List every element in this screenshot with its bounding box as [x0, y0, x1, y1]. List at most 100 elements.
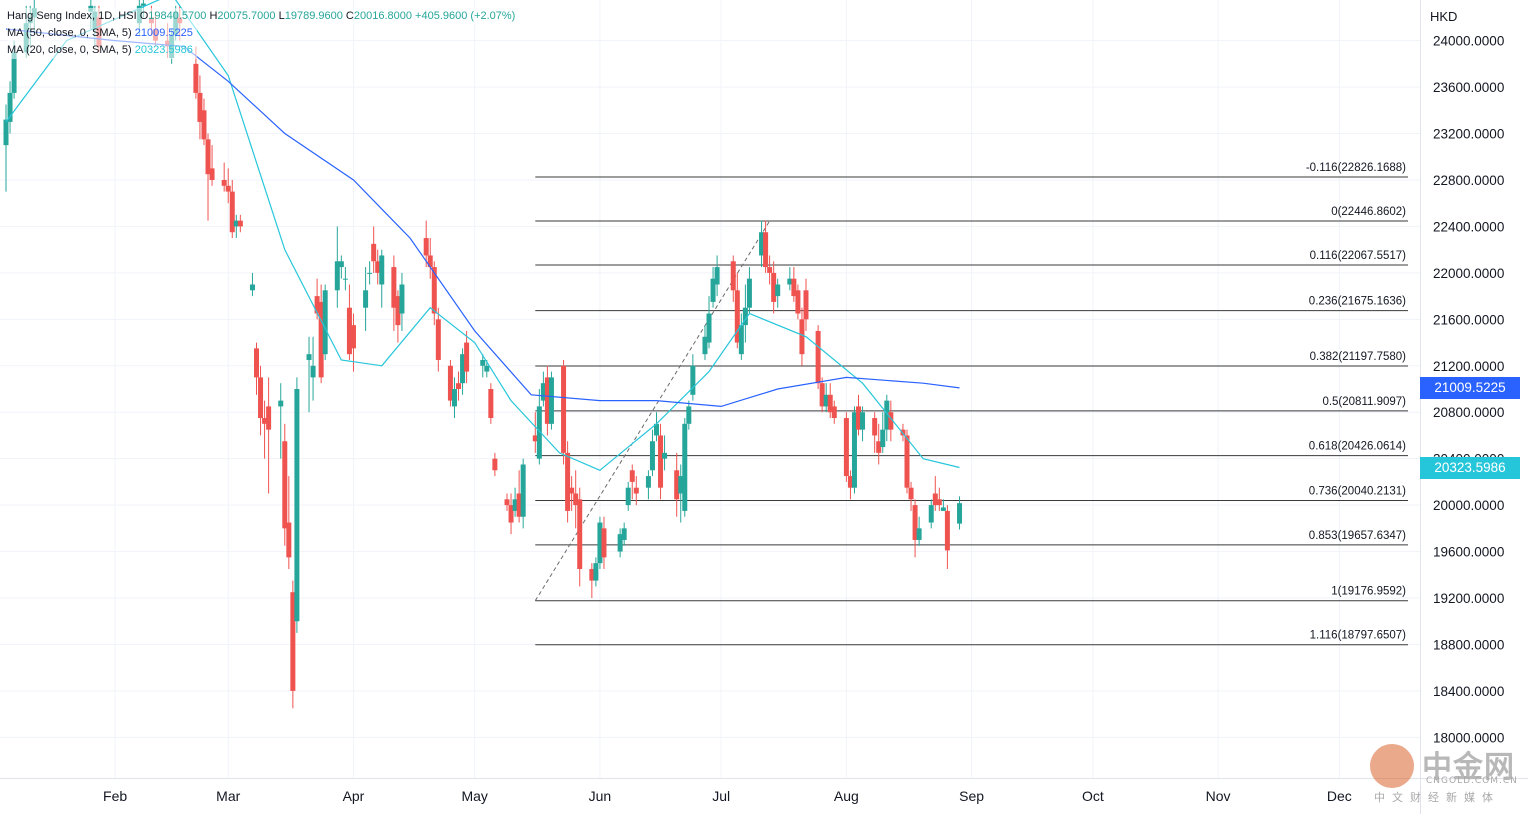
candle-body — [803, 290, 809, 320]
candle-body — [617, 534, 623, 552]
candle-body — [662, 452, 668, 459]
y-tick-label: 19200.0000 — [1433, 591, 1504, 606]
candle-body — [843, 418, 849, 477]
watermark-logo: 中金网 CNGOLD.COM.CN 中文财经新媒体 — [1370, 742, 1520, 804]
fib-level-label: -0.116(22826.1688) — [1306, 162, 1406, 174]
candle-body — [427, 255, 433, 268]
candle-body — [520, 464, 526, 517]
candle-body — [262, 418, 268, 424]
x-tick-label: Oct — [1082, 788, 1104, 804]
candle-body — [11, 52, 17, 93]
legend-ma50[interactable]: MA (50, close, 0, SMA, 5) 21009.5225 — [7, 25, 197, 42]
candle-body — [431, 267, 437, 314]
candle-body — [658, 435, 664, 488]
fibonacci-retracement[interactable]: -0.116(22826.1688) 0(22446.8602) 0.116(220… — [534, 162, 1408, 646]
candle-body — [738, 325, 744, 355]
candle-body — [573, 493, 579, 506]
candle-body — [884, 400, 890, 430]
candle-body — [334, 261, 340, 291]
candle-body — [229, 191, 235, 233]
candle-body — [819, 383, 825, 407]
candle-body — [447, 365, 453, 401]
candle-body — [371, 243, 377, 262]
candle-body — [880, 429, 886, 448]
y-tick-label: 21200.0000 — [1433, 359, 1504, 374]
candle-body — [193, 63, 199, 93]
fib-level-label: 0.853(19657.6347) — [1309, 530, 1406, 542]
grid-lines — [0, 0, 1420, 778]
candle-body — [734, 290, 740, 343]
legend-main-series[interactable]: Hang Seng Index, 1D, HSI O19840.5700 H20… — [7, 8, 520, 25]
candle-body — [488, 389, 494, 419]
logo-icon — [1370, 744, 1414, 788]
candle-body — [714, 267, 720, 285]
ma50-price-tag: 21009.5225 — [1420, 376, 1520, 399]
candle-body — [775, 284, 781, 297]
candle-body — [645, 476, 651, 488]
candle-body — [197, 92, 203, 122]
ma50-value: 21009.5225 — [134, 27, 193, 39]
candle-body — [888, 412, 894, 430]
candle-body — [460, 354, 466, 384]
ma20-value: 20323.5986 — [134, 44, 193, 56]
candle-body — [548, 377, 554, 424]
close-value: 20016.8000 — [353, 10, 412, 22]
candle-body — [516, 493, 522, 517]
candle-body — [872, 418, 878, 436]
candle-body — [504, 499, 510, 506]
fib-trend-line — [534, 220, 771, 601]
y-tick-label: 22400.0000 — [1433, 219, 1504, 234]
candle-body — [205, 139, 211, 175]
candle-body — [258, 377, 264, 419]
candle-body — [508, 505, 514, 523]
y-tick-label: 20000.0000 — [1433, 498, 1504, 513]
candle-body — [593, 563, 599, 581]
candle-body — [653, 423, 659, 436]
candle-body — [565, 452, 571, 511]
candle-body — [233, 220, 239, 227]
candle-body — [306, 354, 312, 360]
candle-body — [706, 313, 712, 343]
candle-body — [771, 272, 777, 302]
y-tick-label: 18000.0000 — [1433, 730, 1504, 745]
candle-body — [936, 499, 942, 506]
candle-body — [221, 179, 227, 186]
candle-body — [375, 261, 381, 273]
candle-body — [916, 528, 922, 540]
candle-body — [338, 261, 344, 268]
y-tick-label: 19600.0000 — [1433, 545, 1504, 560]
candle-body — [686, 406, 692, 424]
watermark-url: CNGOLD.COM.CN — [1426, 776, 1518, 786]
candle-body — [435, 319, 441, 360]
fib-level-label: 0.382(21197.7580) — [1310, 351, 1407, 363]
y-tick-label: 22000.0000 — [1433, 266, 1504, 281]
candle-body — [140, 3, 146, 6]
candle-body — [346, 307, 352, 355]
candle-body — [254, 348, 260, 378]
x-tick-label: Sep — [959, 788, 984, 804]
candle-body — [799, 319, 805, 355]
candle-body — [294, 389, 300, 622]
open-label: O — [139, 10, 149, 22]
candle-body — [577, 499, 583, 569]
ma50-line — [5, 28, 960, 408]
candle-body — [860, 412, 866, 430]
legend-ma20[interactable]: MA (20, close, 0, SMA, 5) 20323.5986 — [7, 42, 197, 59]
y-tick-label: 22800.0000 — [1433, 173, 1504, 188]
y-tick-label: 18800.0000 — [1433, 637, 1504, 652]
low-label: L — [278, 10, 285, 22]
candle-body — [742, 307, 748, 326]
candle-body — [876, 441, 882, 453]
candle-body — [399, 284, 405, 314]
fib-level-label: 0.236(21675.1636) — [1309, 296, 1406, 308]
candle-body — [395, 296, 401, 326]
y-tick-label: 20800.0000 — [1433, 405, 1504, 420]
candle-body — [282, 441, 288, 529]
candle-body — [815, 330, 821, 384]
candle-body — [831, 406, 837, 419]
candle-body — [480, 359, 486, 366]
high-label: H — [209, 10, 218, 22]
candle-body — [856, 406, 862, 430]
